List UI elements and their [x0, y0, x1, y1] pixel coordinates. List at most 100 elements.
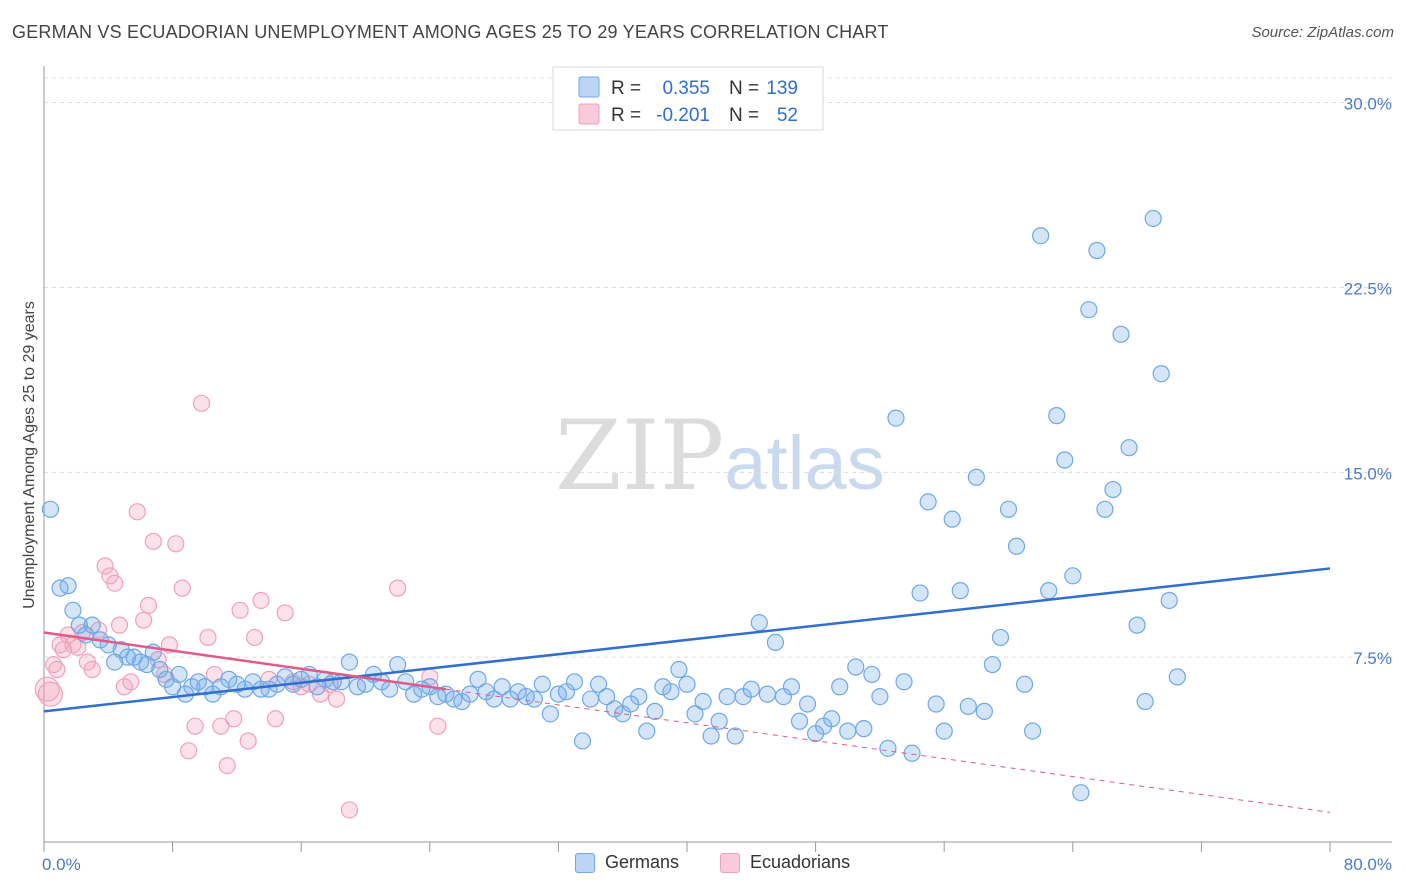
german-point [1104, 480, 1122, 499]
german-point [1064, 567, 1082, 585]
german-point [381, 680, 399, 698]
german-point [638, 722, 656, 740]
german-point [533, 675, 551, 693]
german-point [589, 675, 608, 693]
german-point [541, 705, 559, 723]
trend-lines [43, 567, 1331, 813]
stats-n-label: N = [729, 105, 759, 126]
stats-n-value: 139 [766, 78, 798, 99]
german-point [710, 712, 728, 730]
german-point [525, 690, 543, 708]
german-point [70, 616, 88, 634]
german-point [662, 683, 680, 701]
stats-legend-swatch [578, 103, 600, 125]
german-point [847, 658, 865, 676]
ecuadorian-point [37, 681, 64, 707]
german-point [1160, 591, 1178, 610]
ecuadorian-point [252, 591, 270, 610]
german-point [493, 678, 511, 696]
german-point [686, 705, 704, 723]
german-point [871, 687, 889, 706]
german-point [1056, 451, 1074, 469]
german-point [405, 685, 423, 703]
german-point [999, 500, 1018, 518]
german-point [646, 702, 664, 720]
watermark-zip: ZIP [555, 400, 725, 512]
german-point [1120, 439, 1138, 457]
german-point [118, 648, 137, 666]
ecuadorian-point [110, 616, 129, 634]
german-point [83, 616, 101, 634]
german-point [461, 685, 479, 703]
german-point [863, 665, 881, 684]
legend-item-ecuadorians: Ecuadorians [720, 852, 850, 873]
ecuadorian-point [122, 673, 140, 691]
german-point [1096, 500, 1114, 518]
bottom-legend: Germans Ecuadorians [0, 852, 1406, 878]
stats-n-value: 52 [777, 105, 798, 126]
german-point [598, 687, 616, 706]
ecuadorian-point [192, 394, 211, 412]
ecuadorian-trend-extension [445, 688, 1331, 813]
german-point [1007, 537, 1026, 555]
german-point [1168, 668, 1186, 686]
ecuadorian-point [218, 756, 236, 775]
german-point [911, 584, 929, 602]
ecuadorian-point [180, 742, 198, 760]
stats-r-label: R = [611, 78, 641, 99]
german-point [151, 660, 169, 679]
german-point [967, 468, 985, 486]
german-point [565, 673, 584, 691]
stats-r-value: 0.355 [662, 78, 710, 99]
german-point [1112, 325, 1130, 343]
ecuadorian-point [225, 710, 243, 728]
ecuadorian-point [128, 503, 146, 521]
stats-r-label: R = [611, 105, 641, 126]
ecuadorian-point [186, 717, 204, 735]
german-point [855, 720, 873, 738]
ecuadorians-swatch [720, 852, 740, 873]
ecuadorian-point [327, 690, 346, 708]
ecuadorian-point [173, 579, 191, 597]
legend-label-germans: Germans [605, 852, 680, 872]
german-point [694, 692, 712, 711]
german-point [170, 665, 188, 684]
germans-swatch [575, 852, 595, 873]
chart-title: GERMAN VS ECUADORIAN UNEMPLOYMENT AMONG … [12, 22, 889, 42]
german-point [1072, 784, 1090, 802]
german-point [702, 727, 720, 745]
ecuadorian-point [135, 611, 153, 629]
german-point [798, 695, 817, 713]
ecuadorian-point [45, 655, 63, 674]
chart-source: Source: ZipAtlas.com [1251, 24, 1394, 41]
stats-n-label: N = [729, 78, 759, 99]
y-tick-label: 30.0% [1344, 95, 1392, 114]
german-point [1080, 301, 1098, 319]
x-tick-label: 0.0% [42, 855, 81, 874]
ecuadorian-point [199, 628, 217, 647]
german-point [1144, 209, 1162, 228]
german-point [41, 500, 60, 518]
german-point [573, 732, 592, 750]
german-point [726, 727, 744, 745]
german-point [1136, 692, 1154, 711]
stats-legend-swatch [578, 76, 600, 98]
watermark-atlas: atlas [724, 421, 885, 506]
german-point [64, 601, 82, 619]
german-point [879, 739, 897, 757]
legend-label-ecuadorians: Ecuadorians [750, 852, 851, 872]
ecuadorian-point [245, 628, 264, 647]
german-trend-line [43, 567, 1331, 713]
ecuadorian-point [239, 732, 257, 750]
german-point [750, 614, 768, 632]
y-tick-label: 15.0% [1344, 464, 1392, 483]
german-point [1015, 675, 1034, 693]
german-point [1032, 227, 1050, 245]
german-point [581, 690, 600, 708]
ecuadorian-point [96, 557, 114, 575]
german-point [678, 675, 696, 693]
german-point [670, 660, 688, 679]
german-point [831, 678, 849, 696]
ecuadorian-point [167, 535, 185, 553]
